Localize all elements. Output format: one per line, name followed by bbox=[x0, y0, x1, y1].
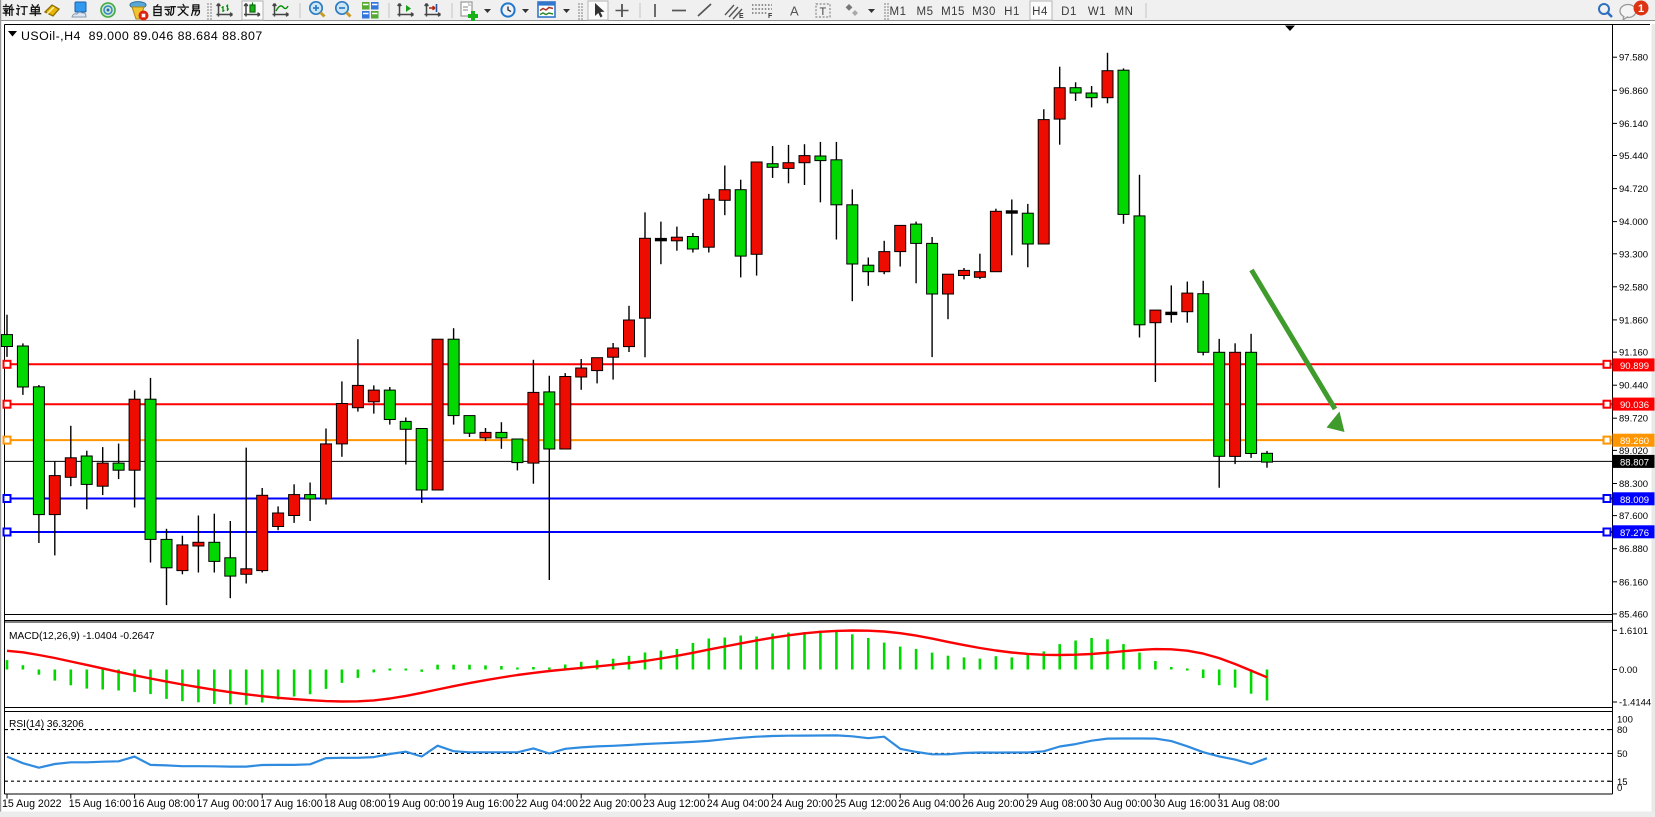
svg-text:88.300: 88.300 bbox=[1619, 479, 1648, 490]
svg-text:89.020: 89.020 bbox=[1619, 446, 1648, 457]
svg-text:0: 0 bbox=[1617, 783, 1622, 794]
svg-text:80: 80 bbox=[1617, 725, 1628, 736]
svg-text:0.00: 0.00 bbox=[1619, 665, 1638, 676]
svg-text:24 Aug 20:00: 24 Aug 20:00 bbox=[771, 798, 834, 810]
svg-text:H4: H4 bbox=[1032, 6, 1048, 18]
svg-text:92.580: 92.580 bbox=[1619, 282, 1648, 293]
svg-text:24 Aug 04:00: 24 Aug 04:00 bbox=[707, 798, 770, 810]
svg-text:18 Aug 08:00: 18 Aug 08:00 bbox=[324, 798, 387, 810]
svg-text:87.600: 87.600 bbox=[1619, 511, 1648, 522]
svg-text:96.140: 96.140 bbox=[1619, 119, 1648, 130]
svg-text:87.276: 87.276 bbox=[1620, 528, 1649, 539]
svg-text:97.580: 97.580 bbox=[1619, 53, 1648, 64]
svg-text:86.160: 86.160 bbox=[1619, 577, 1648, 588]
svg-text:86.880: 86.880 bbox=[1619, 544, 1648, 555]
svg-text:30 Aug 00:00: 30 Aug 00:00 bbox=[1090, 798, 1153, 810]
svg-text:91.160: 91.160 bbox=[1619, 348, 1648, 359]
svg-text:-1.4144: -1.4144 bbox=[1619, 698, 1651, 709]
svg-text:91.860: 91.860 bbox=[1619, 315, 1648, 326]
svg-text:89.260: 89.260 bbox=[1620, 436, 1649, 447]
svg-text:100: 100 bbox=[1617, 714, 1633, 725]
svg-text:RSI(14) 36.3206: RSI(14) 36.3206 bbox=[9, 719, 84, 730]
svg-text:90.440: 90.440 bbox=[1619, 381, 1648, 392]
svg-text:88.009: 88.009 bbox=[1620, 495, 1649, 506]
svg-text:31 Aug 08:00: 31 Aug 08:00 bbox=[1217, 798, 1280, 810]
svg-text:M1: M1 bbox=[890, 6, 907, 18]
svg-text:1: 1 bbox=[1638, 3, 1644, 15]
svg-text:15 Aug 2022: 15 Aug 2022 bbox=[2, 798, 62, 810]
svg-text:17 Aug 16:00: 17 Aug 16:00 bbox=[260, 798, 323, 810]
svg-text:95.440: 95.440 bbox=[1619, 151, 1648, 162]
svg-text:19 Aug 16:00: 19 Aug 16:00 bbox=[452, 798, 515, 810]
svg-text:22 Aug 04:00: 22 Aug 04:00 bbox=[515, 798, 578, 810]
svg-text:15 Aug 16:00: 15 Aug 16:00 bbox=[69, 798, 132, 810]
svg-text:15: 15 bbox=[1617, 777, 1628, 788]
svg-text:F: F bbox=[768, 13, 773, 20]
svg-text:85.460: 85.460 bbox=[1619, 609, 1648, 620]
svg-text:94.720: 94.720 bbox=[1619, 184, 1648, 195]
svg-text:26 Aug 20:00: 26 Aug 20:00 bbox=[962, 798, 1025, 810]
svg-text:MN: MN bbox=[1115, 6, 1134, 18]
svg-text:A: A bbox=[790, 4, 799, 19]
svg-text:M15: M15 bbox=[941, 6, 965, 18]
svg-text:90.899: 90.899 bbox=[1620, 361, 1649, 372]
svg-text:29 Aug 08:00: 29 Aug 08:00 bbox=[1026, 798, 1089, 810]
svg-text:19 Aug 00:00: 19 Aug 00:00 bbox=[388, 798, 451, 810]
svg-text:88.807: 88.807 bbox=[1620, 457, 1649, 468]
svg-text:50: 50 bbox=[1617, 749, 1628, 760]
svg-text:USOil-,H4 89.000 89.046 88.68: USOil-,H4 89.000 89.046 88.684 88.807 bbox=[21, 29, 263, 43]
svg-text:23 Aug 12:00: 23 Aug 12:00 bbox=[643, 798, 706, 810]
svg-text:94.000: 94.000 bbox=[1619, 217, 1648, 228]
svg-text:D1: D1 bbox=[1061, 6, 1077, 18]
svg-text:89.720: 89.720 bbox=[1619, 414, 1648, 425]
svg-text:16 Aug 08:00: 16 Aug 08:00 bbox=[133, 798, 196, 810]
svg-text:1.6101: 1.6101 bbox=[1619, 626, 1648, 637]
svg-text:93.300: 93.300 bbox=[1619, 249, 1648, 260]
svg-text:30 Aug 16:00: 30 Aug 16:00 bbox=[1153, 798, 1216, 810]
svg-text:22 Aug 20:00: 22 Aug 20:00 bbox=[579, 798, 642, 810]
svg-text:17 Aug 00:00: 17 Aug 00:00 bbox=[196, 798, 259, 810]
svg-text:96.860: 96.860 bbox=[1619, 86, 1648, 97]
svg-text:H1: H1 bbox=[1004, 6, 1020, 18]
svg-text:T: T bbox=[820, 6, 827, 18]
svg-text:M30: M30 bbox=[972, 6, 996, 18]
svg-text:26 Aug 04:00: 26 Aug 04:00 bbox=[898, 798, 961, 810]
svg-text:90.036: 90.036 bbox=[1620, 400, 1649, 411]
svg-text:E: E bbox=[739, 13, 744, 20]
svg-text:MACD(12,26,9) -1.0404 -0.2647: MACD(12,26,9) -1.0404 -0.2647 bbox=[9, 631, 155, 642]
svg-text:25 Aug 12:00: 25 Aug 12:00 bbox=[834, 798, 897, 810]
svg-text:W1: W1 bbox=[1088, 6, 1106, 18]
svg-text:M5: M5 bbox=[917, 6, 934, 18]
